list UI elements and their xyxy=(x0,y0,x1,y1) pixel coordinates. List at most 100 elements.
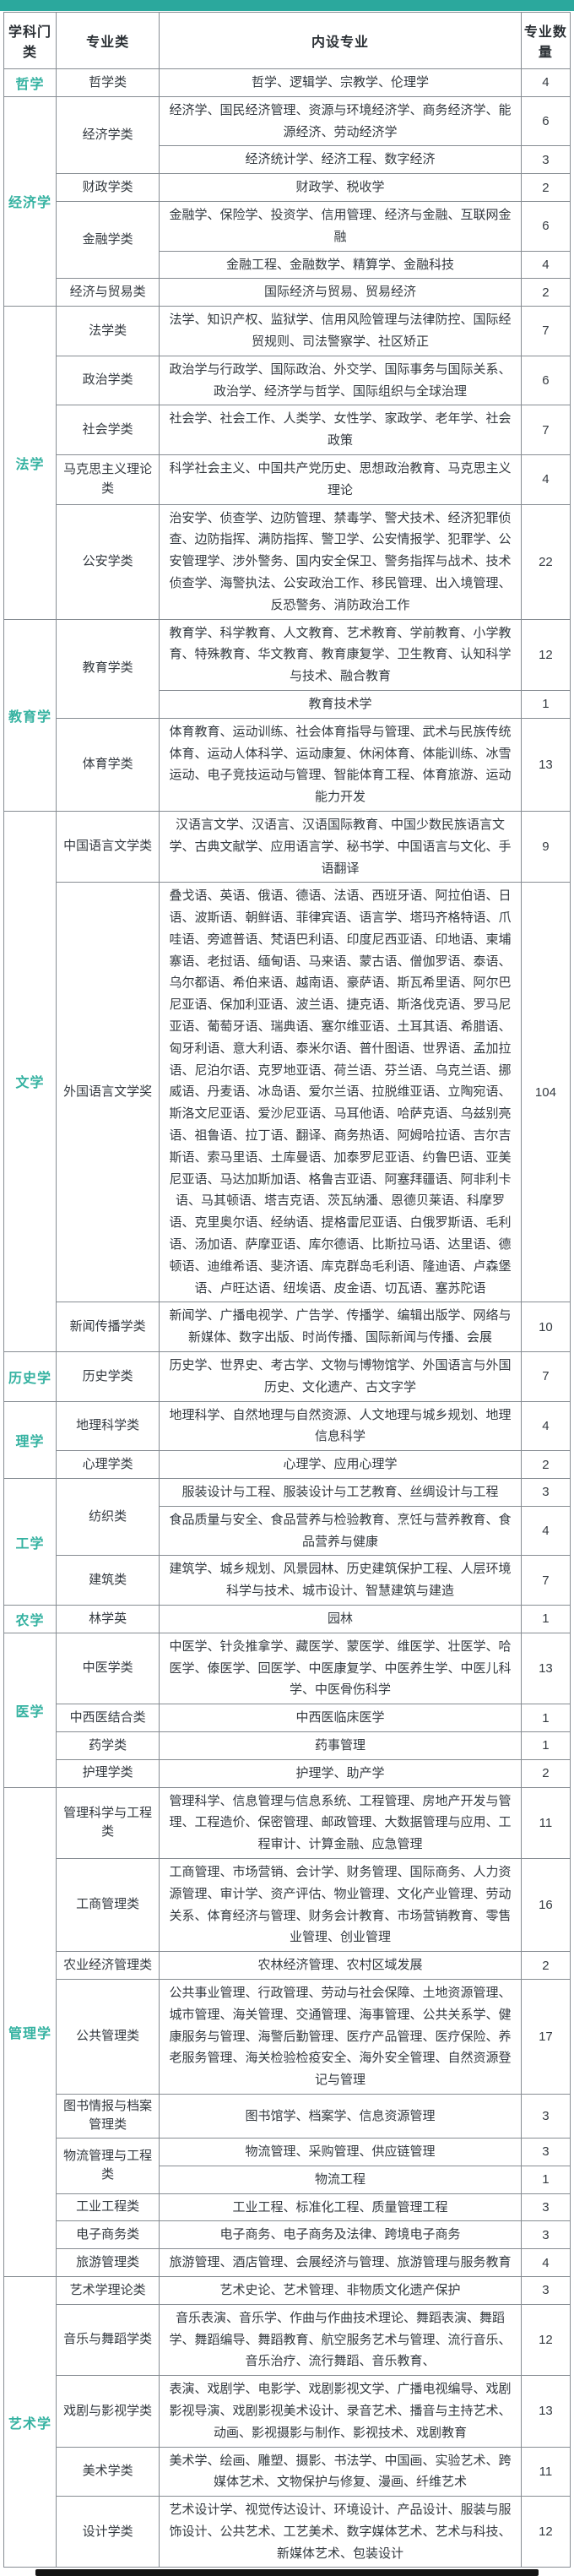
table-row: 文学 中国语言文学类 汉语言文学、汉语言、汉语国际教育、中国少数民族语言文学、古典文… xyxy=(3,810,571,1353)
majors-cell: 中西医临床医学 xyxy=(159,1704,522,1732)
discipline-cell: 历史学 xyxy=(3,1351,57,1402)
major-class-cell: 经济学类 xyxy=(56,95,160,175)
count-cell: 4 xyxy=(520,1400,571,1452)
discipline-cell: 艺术学 xyxy=(3,2275,57,2568)
discipline-cell: 教育学 xyxy=(3,618,57,812)
majors-cell: 园林 xyxy=(159,1605,522,1633)
majors-cell: 工业工程、标准化工程、质量管理工程 xyxy=(159,2193,522,2222)
count-cell: 4 xyxy=(520,1505,571,1557)
count-cell: 7 xyxy=(520,1555,571,1606)
majors-cell: 地理科学、自然地理与自然资源、人文地理与城乡规划、地理信息科学 xyxy=(159,1400,522,1452)
major-class-cell: 护理学类 xyxy=(56,1758,160,1788)
table-row: 设计学类 艺术设计学、视觉传达设计、环境设计、产品设计、服装与服饰设计、公共艺术、… xyxy=(4,2496,571,2568)
count-cell: 11 xyxy=(520,1786,571,1859)
table-row: 旅游管理类 旅游管理、酒店管理、会展经济与管理、旅游管理与服务教育 4 xyxy=(4,2248,571,2277)
table-row: 财政学类 财政学、税收学 2 xyxy=(4,173,571,202)
major-class-cell: 旅游管理类 xyxy=(56,2248,160,2277)
majors-cell: 美术学、绘画、雕塑、摄影、书法学、中国画、实验艺术、跨媒体艺术、文物保护与修复、… xyxy=(159,2446,522,2497)
discipline-cell: 工学 xyxy=(3,1478,57,1606)
table-row: 经济统计学、经济工程、数字经济 3 xyxy=(4,145,571,175)
majors-cell: 公共事业管理、行政管理、劳动与社会保障、土地资源管理、城市管理、海关管理、交通管… xyxy=(159,1978,522,2095)
table-row: 金融工程、金融数学、精算学、金融科技 4 xyxy=(4,250,571,280)
majors-cell: 管理科学、信息管理与信息系统、工程管理、房地产开发与管理、工程造价、保密管理、邮… xyxy=(159,1786,522,1859)
table-row: 电子商务类 电子商务、电子商务及法律、跨境电子商务 3 xyxy=(4,2220,571,2250)
table-row: 工业工程类 工业工程、标准化工程、质量管理工程 3 xyxy=(4,2193,571,2222)
major-class-cell: 公共管理类 xyxy=(56,1978,160,2095)
table-row: 公安学类 治安学、侦查学、边防管理、禁毒学、警犬技术、经济犯罪侦查、边防指挥、满防… xyxy=(4,503,571,620)
majors-cell: 药事管理 xyxy=(159,1731,522,1760)
majors-cell: 护理学、助产学 xyxy=(159,1758,522,1788)
count-cell: 2 xyxy=(520,1951,571,1980)
majors-cell: 叠戈语、英语、俄语、德语、法语、西班牙语、阿拉伯语、日语、波斯语、朝鲜语、菲律宾… xyxy=(159,882,522,1303)
count-cell: 16 xyxy=(520,1857,571,1953)
count-cell: 7 xyxy=(520,405,571,455)
table-row: 美术学类 美术学、绘画、雕塑、摄影、书法学、中国画、实验艺术、跨媒体艺术、文物保护… xyxy=(4,2446,571,2497)
count-cell: 4 xyxy=(520,2248,571,2277)
major-class-cell: 社会学类 xyxy=(56,405,160,455)
majors-cell: 历史学、世界史、考古学、文物与博物馆学、外国语言与外国历史、文化遗产、古文字学 xyxy=(159,1351,522,1402)
top-accent-bar xyxy=(0,0,574,11)
count-cell: 1 xyxy=(520,1704,571,1732)
table-row: 护理学类 护理学、助产学 2 xyxy=(4,1758,571,1788)
count-cell: 7 xyxy=(520,306,571,356)
major-class-cell: 经济与贸易类 xyxy=(56,278,160,307)
majors-cell: 哲学、逻辑学、宗教学、伦理学 xyxy=(159,68,522,97)
count-cell: 12 xyxy=(520,618,571,691)
discipline-cell: 农学 xyxy=(3,1605,57,1633)
majors-cell: 金融学、保险学、投资学、信用管理、经济与金融、互联网金融 xyxy=(159,200,522,252)
header-major-class: 专业类 xyxy=(56,12,160,69)
count-cell: 2 xyxy=(520,1758,571,1788)
majors-cell: 建筑学、城乡规划、风景园林、历史建筑保护工程、人层环境科学与技术、城市设计、智慧… xyxy=(159,1555,522,1606)
discipline-cell: 管理学 xyxy=(3,1786,57,2277)
count-cell: 7 xyxy=(520,1351,571,1402)
major-class-cell: 林学英 xyxy=(56,1605,160,1633)
count-cell: 22 xyxy=(520,503,571,620)
table-row: 建筑类 建筑学、城乡规划、风景园林、历史建筑保护工程、人层环境科学与技术、城市设计… xyxy=(4,1555,571,1606)
majors-cell: 电子商务、电子商务及法律、跨境电子商务 xyxy=(159,2220,522,2250)
count-cell: 3 xyxy=(520,2220,571,2250)
major-class-cell: 法学类 xyxy=(56,306,160,356)
count-cell: 10 xyxy=(520,1302,571,1353)
table-row: 戏剧与影视学类 表演、戏剧学、电影学、戏剧影视文学、广播电视编导、戏剧影视导演、戏… xyxy=(4,2375,571,2448)
major-class-cell: 艺术学理论类 xyxy=(56,2275,160,2305)
major-class-cell: 心理学类 xyxy=(56,1450,160,1480)
majors-cell: 金融工程、金融数学、精算学、金融科技 xyxy=(159,250,522,280)
majors-table: 学科门类 专业类 内设专业 专业数量 哲学 哲学类 哲学、逻辑学、宗教学、伦理学 4 经… xyxy=(3,12,571,2568)
majors-cell: 物流管理、采购管理、供应链管理 xyxy=(159,2137,522,2166)
count-cell: 2 xyxy=(520,278,571,307)
count-cell: 13 xyxy=(520,1632,571,1705)
major-class-cell: 教育学类 xyxy=(56,618,160,719)
count-cell: 17 xyxy=(520,1978,571,2095)
major-class-cell: 外国语言文学奖 xyxy=(56,882,160,1303)
major-class-cell: 马克思主义理论类 xyxy=(56,454,160,505)
majors-cell: 教育学、科学教育、人文教育、艺术教育、学前教育、小学教育、特殊教育、华文教育、教… xyxy=(159,618,522,691)
major-class-cell: 药学类 xyxy=(56,1731,160,1760)
table-row: 音乐与舞蹈学类 音乐表演、音乐学、作曲与作曲技术理论、舞蹈表演、舞蹈学、舞蹈编导、… xyxy=(4,2303,571,2377)
table-row: 食品质量与安全、食品营养与检验教育、烹饪与营养教育、食品营养与健康 4 xyxy=(4,1505,571,1557)
table-row: 心理学类 心理学、应用心理学 2 xyxy=(4,1450,571,1480)
major-class-cell: 音乐与舞蹈学类 xyxy=(56,2303,160,2377)
major-class-cell: 图书情报与档案管理类 xyxy=(56,2093,160,2139)
discipline-cell: 哲学 xyxy=(3,68,57,97)
count-cell: 12 xyxy=(520,2303,571,2377)
majors-cell: 新闻学、广播电视学、广告学、传播学、编辑出版学、网络与新媒体、数字出版、时尚传播… xyxy=(159,1302,522,1353)
majors-cell: 法学、知识产权、监狱学、信用风险管理与法律防控、国际经贸规则、司法警察学、社区矫… xyxy=(159,306,522,356)
majors-cell: 图书馆学、档案学、信息资源管理 xyxy=(159,2093,522,2139)
count-cell: 6 xyxy=(520,200,571,252)
majors-cell: 工商管理、市场营销、会计学、财务管理、国际商务、人力资源管理、审计学、资产评估、… xyxy=(159,1857,522,1953)
table-row: 社会学类 社会学、社会工作、人类学、女性学、家政学、老年学、社会政策 7 xyxy=(4,405,571,455)
count-cell: 4 xyxy=(520,250,571,280)
count-cell: 4 xyxy=(520,454,571,505)
count-cell: 11 xyxy=(520,2446,571,2497)
table-row: 公共管理类 公共事业管理、行政管理、劳动与社会保障、土地资源管理、城市管理、海关管… xyxy=(4,1978,571,2095)
count-cell: 13 xyxy=(520,2375,571,2448)
count-cell: 6 xyxy=(520,95,571,147)
majors-cell: 旅游管理、酒店管理、会展经济与管理、旅游管理与服务教育 xyxy=(159,2248,522,2277)
table-row: 哲学 哲学类 哲学、逻辑学、宗教学、伦理学 4 xyxy=(3,68,571,97)
count-cell: 1 xyxy=(520,2165,571,2194)
table-row: 政治学类 政治学与行政学、国际政治、外交学、国际事务与国际关系、政治学、经济学与哲… xyxy=(4,355,571,406)
count-cell: 3 xyxy=(520,1478,571,1507)
count-cell: 1 xyxy=(520,1605,571,1633)
count-cell: 3 xyxy=(520,2093,571,2139)
table-row: 体育学类 体育教育、运动训练、社会体育指导与管理、武术与民族传统体育、运动人体科学… xyxy=(4,717,571,812)
